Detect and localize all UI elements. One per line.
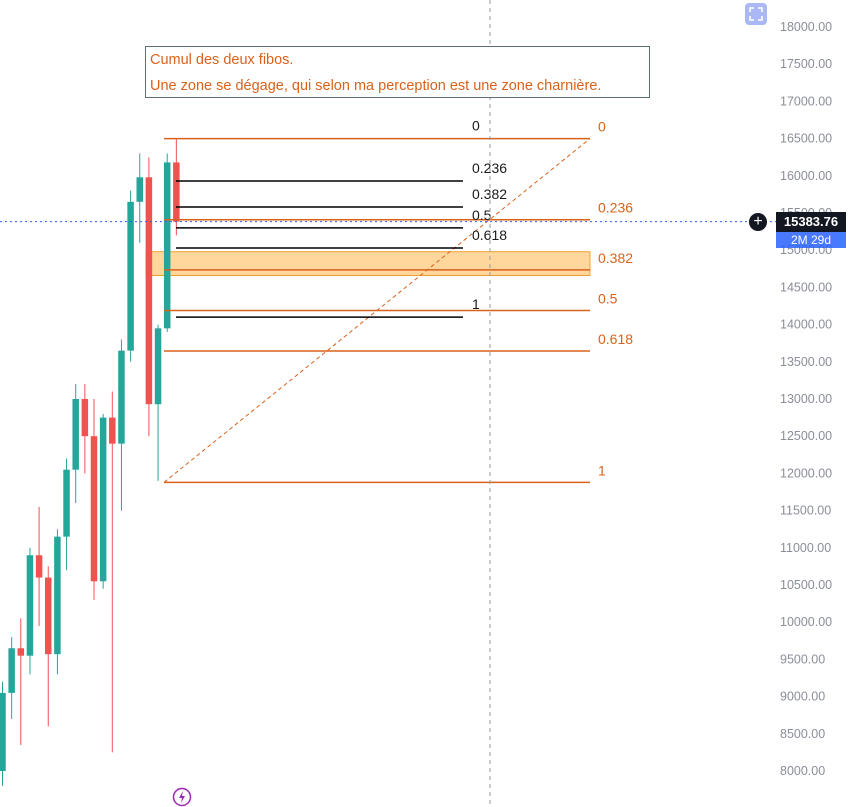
y-tick-label: 14500.00 bbox=[780, 280, 832, 294]
y-tick-label: 11500.00 bbox=[780, 504, 831, 518]
candle-body bbox=[17, 648, 25, 656]
fib-orange-label: 0.382 bbox=[598, 250, 633, 266]
fib-orange-label: 0.236 bbox=[598, 200, 633, 216]
candles-layer bbox=[0, 138, 180, 786]
candle-body bbox=[54, 536, 61, 655]
candle-body bbox=[45, 577, 52, 655]
hinge-zone-layer bbox=[145, 251, 591, 276]
expand-icon[interactable] bbox=[745, 3, 767, 25]
candle-body bbox=[26, 555, 34, 656]
fib-orange-layer: 0 0.236 0.382 0.5 0.618 1 bbox=[163, 119, 633, 484]
y-tick-label: 8500.00 bbox=[780, 727, 825, 741]
y-tick-label: 18000.00 bbox=[780, 20, 832, 34]
fib-orange-label: 0.5 bbox=[598, 290, 618, 306]
candle-body bbox=[90, 436, 98, 582]
candle-body bbox=[127, 201, 134, 351]
candle-body bbox=[72, 399, 79, 470]
candle-body bbox=[154, 328, 162, 405]
annotation-line-1: Cumul des deux fibos. bbox=[150, 52, 294, 68]
y-tick-label: 8000.00 bbox=[780, 764, 825, 778]
current-price-tag: 15383.76 bbox=[776, 212, 846, 232]
candle-body bbox=[136, 177, 143, 202]
y-tick-label: 12500.00 bbox=[780, 429, 832, 443]
y-tick-label: 13500.00 bbox=[780, 355, 832, 369]
bar-countdown-tag: 2M 29d bbox=[776, 232, 846, 248]
y-tick-label: 12000.00 bbox=[780, 466, 832, 480]
annotation-note[interactable]: Cumul des deux fibos. Une zone se dégage… bbox=[145, 46, 650, 98]
candle-body bbox=[8, 648, 15, 693]
plus-circle-icon[interactable]: + bbox=[749, 213, 767, 231]
price-axis: 18000.00 17500.00 17000.00 16500.00 16000.00… bbox=[780, 20, 832, 778]
fib-black-label: 0.5 bbox=[472, 207, 492, 223]
fib-black-label: 0 bbox=[472, 118, 480, 134]
candle-body bbox=[145, 177, 153, 405]
annotation-line-2: Une zone se dégage, qui selon ma percept… bbox=[150, 78, 602, 94]
candle-body bbox=[0, 692, 6, 771]
candle-body bbox=[63, 469, 70, 537]
y-tick-label: 16500.00 bbox=[780, 132, 832, 146]
y-tick-label: 10500.00 bbox=[780, 578, 832, 592]
y-tick-label: 11000.00 bbox=[780, 541, 831, 555]
fib-orange-label: 0 bbox=[598, 119, 606, 135]
y-tick-label: 10000.00 bbox=[780, 615, 832, 629]
y-tick-label: 17000.00 bbox=[780, 94, 832, 108]
candle-body bbox=[35, 555, 43, 578]
crosshair-layer bbox=[0, 0, 776, 806]
hinge-zone bbox=[145, 251, 591, 276]
fib-orange-label: 0.618 bbox=[598, 331, 633, 347]
y-tick-label: 14000.00 bbox=[780, 318, 832, 332]
y-tick-label: 9000.00 bbox=[780, 690, 825, 704]
y-tick-label: 17500.00 bbox=[780, 57, 832, 71]
y-tick-label: 9500.00 bbox=[780, 652, 825, 666]
y-tick-label: 16000.00 bbox=[780, 169, 832, 183]
fib-black-label: 1 bbox=[472, 296, 480, 312]
candle-body bbox=[99, 417, 107, 582]
fib-orange-label: 1 bbox=[598, 462, 606, 478]
y-tick-label: 13000.00 bbox=[780, 392, 832, 406]
candle-body bbox=[118, 350, 125, 444]
lightning-icon[interactable] bbox=[172, 787, 192, 807]
candle-body bbox=[173, 162, 180, 222]
candle-body bbox=[109, 417, 116, 444]
candle-body bbox=[163, 162, 171, 329]
candle-body bbox=[81, 399, 89, 437]
